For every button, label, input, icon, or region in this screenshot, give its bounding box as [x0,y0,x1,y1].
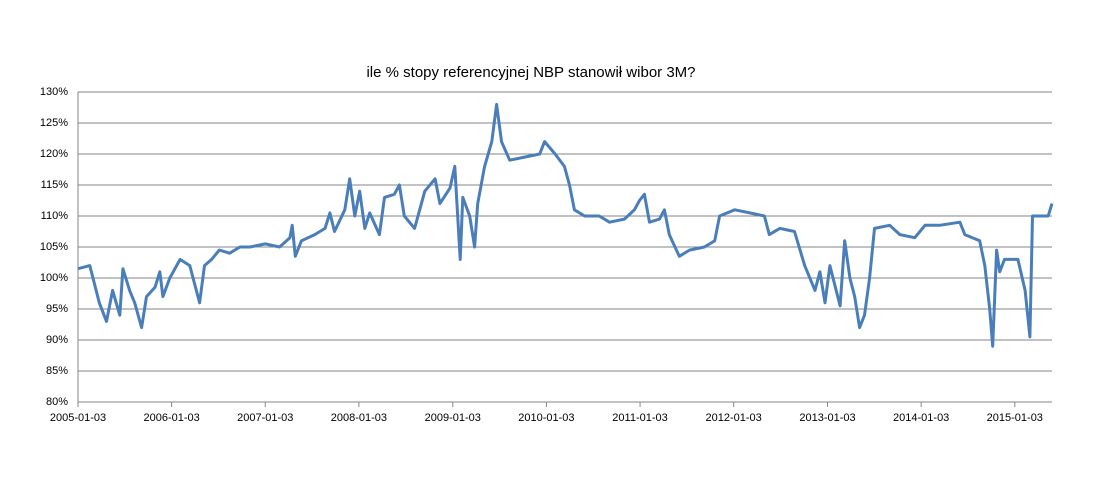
y-tick-label: 115% [41,179,69,191]
x-tick-label: 2008-01-03 [331,412,387,424]
x-tick-label: 2010-01-03 [518,412,574,424]
x-tick-label: 2015-01-03 [987,412,1043,424]
x-tick-label: 2006-01-03 [143,412,199,424]
data-line [77,102,1054,348]
y-tick-label: 95% [46,303,68,315]
y-tick-label: 110% [41,210,69,222]
x-tick-label: 2005-01-03 [50,412,106,424]
y-tick-label: 130% [40,86,68,98]
y-tick-label: 90% [46,334,68,346]
x-tick-label: 2013-01-03 [799,412,855,424]
y-tick-label: 120% [40,148,68,160]
x-tick-label: 2014-01-03 [893,412,949,424]
y-tick-label: 100% [40,272,68,284]
x-tick-label: 2007-01-03 [237,412,293,424]
x-tick-label: 2011-01-03 [612,412,667,424]
chart-title: ile % stopy referencyjnej NBP stanowił w… [366,64,695,81]
x-tick-label: 2009-01-03 [425,412,481,424]
y-tick-label: 105% [40,241,68,253]
y-tick-label: 125% [40,117,68,129]
x-tick-label: 2012-01-03 [706,412,762,424]
y-tick-label: 80% [46,396,68,408]
y-tick-label: 85% [46,365,68,377]
